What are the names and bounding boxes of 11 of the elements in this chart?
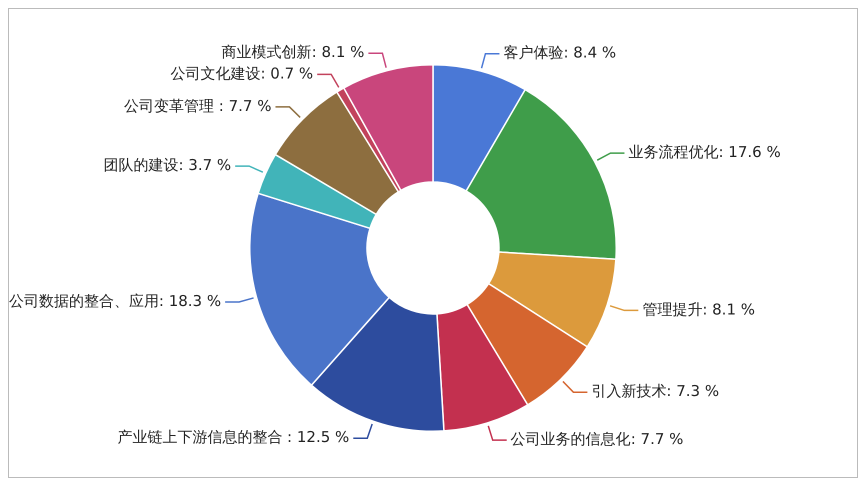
slice-label: 产业链上下游信息的整合 : 12.5 %: [117, 428, 350, 446]
slice-label: 公司变革管理 : 7.7 %: [124, 96, 272, 115]
slice-label: 客户体验: 8.4 %: [503, 44, 616, 62]
slice-label: 管理提升: 8.1 %: [642, 300, 756, 318]
slice-label: 公司文化建设: 0.7 %: [170, 64, 314, 82]
slice-label: 引入新技术: 7.3 %: [591, 382, 720, 400]
slice-label: 商业模式创新: 8.1 %: [222, 43, 364, 62]
slice-label: 公司业务的信息化: 7.7 %: [510, 430, 684, 448]
slice-label: 业务流程优化: 17.6 %: [628, 142, 781, 161]
slice-label: 团队的建设: 3.7 %: [103, 156, 232, 174]
slice-label: 公司数据的整合、应用: 18.3 %: [8, 292, 222, 310]
